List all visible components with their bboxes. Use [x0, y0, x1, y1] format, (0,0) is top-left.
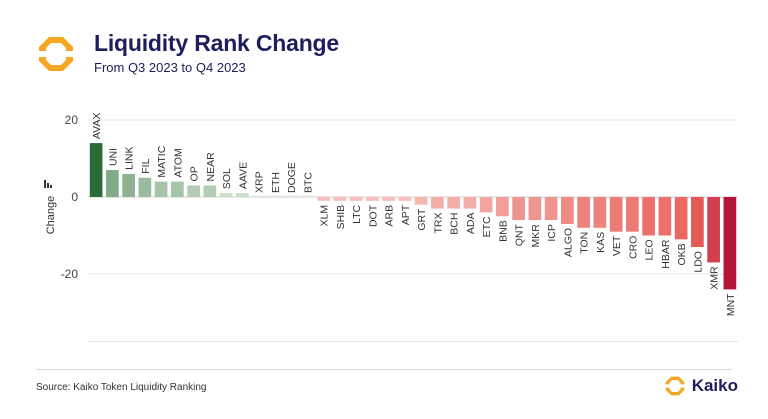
bar-atom: [171, 181, 184, 197]
category-label: ETC: [481, 216, 493, 237]
category-label: QNT: [514, 224, 526, 247]
category-label: XLM: [319, 205, 331, 227]
category-label: BNB: [497, 220, 509, 242]
bar-ada: [463, 197, 477, 209]
bar-hbar: [658, 197, 672, 236]
category-label: FIL: [140, 158, 152, 173]
category-label: TON: [579, 232, 591, 254]
y-tick-label: 0: [71, 190, 78, 204]
category-label: LDO: [692, 251, 704, 273]
bar-cro: [626, 197, 639, 232]
category-label: APT: [400, 204, 412, 225]
bar-mkr: [528, 197, 542, 221]
source-note: Source: Kaiko Token Liquidity Ranking: [36, 382, 207, 393]
category-label: TRX: [432, 213, 444, 234]
page-title: Liquidity Rank Change: [94, 30, 339, 56]
bar-eth: [268, 195, 282, 197]
category-label: MKR: [530, 224, 542, 248]
bar-xlm: [317, 197, 330, 201]
bar-ldo: [691, 197, 704, 248]
brand-logo: Kaiko: [664, 375, 738, 397]
category-label: DOT: [367, 204, 379, 227]
category-label: LINK: [124, 147, 136, 170]
category-label: MATIC: [156, 145, 168, 177]
category-label: LTC: [351, 204, 363, 223]
bar-dot: [366, 197, 379, 201]
category-label: SOL: [221, 168, 233, 189]
bar-etc: [479, 197, 493, 213]
bar-chart-icon: [44, 180, 52, 188]
bar-link: [122, 173, 135, 197]
category-label: HBAR: [660, 239, 672, 269]
bar-shib: [333, 197, 347, 201]
bar-trx: [431, 197, 444, 209]
category-label: XMR: [709, 266, 721, 290]
kaiko-brand-icon: [665, 376, 685, 396]
footer-divider: [36, 369, 732, 370]
category-label: DOGE: [286, 162, 298, 193]
bar-doge: [284, 195, 298, 197]
category-label: ALGO: [562, 228, 574, 257]
category-label: MNT: [725, 293, 737, 316]
bar-ltc: [349, 197, 363, 201]
category-label: NEAR: [205, 152, 217, 182]
bar-matic: [154, 181, 168, 197]
page-subtitle: From Q3 2023 to Q4 2023: [94, 60, 246, 75]
bar-algo: [561, 197, 574, 224]
y-tick-label: 20: [65, 113, 79, 127]
bar-op: [187, 185, 200, 197]
category-label: SHIB: [335, 205, 347, 230]
category-label: CRO: [627, 236, 639, 259]
bar-icp: [544, 197, 558, 221]
bar-aave: [236, 193, 249, 197]
bar-fil: [138, 177, 152, 197]
category-label: AAVE: [237, 162, 249, 189]
bar-arb: [382, 197, 395, 201]
bar-near: [203, 185, 217, 197]
bar-xrp: [252, 195, 265, 197]
category-label: OP: [189, 166, 201, 181]
category-label: AVAX: [91, 113, 103, 139]
category-label: UNI: [107, 148, 119, 166]
bar-ton: [577, 197, 590, 228]
brand-name: Kaiko: [691, 376, 738, 395]
bar-sol: [219, 193, 233, 197]
bar-okb: [674, 197, 688, 240]
category-label: ARB: [384, 205, 396, 227]
bar-mnt: [723, 197, 737, 290]
category-label: ATOM: [172, 148, 184, 177]
bar-apt: [398, 197, 412, 201]
category-label: OKB: [676, 243, 688, 265]
bar-leo: [642, 197, 655, 236]
bar-vet: [609, 197, 623, 232]
bar-chart: 20 0 -20 Change AVAX UNI LINK FIL MATIC ATOM OP NEA…: [44, 113, 738, 342]
bar-bch: [447, 197, 460, 209]
category-label: KAS: [595, 232, 607, 253]
category-label: GRT: [416, 208, 428, 231]
category-label: VET: [611, 235, 623, 256]
y-tick-label: -20: [61, 267, 79, 281]
category-label: LEO: [644, 240, 656, 261]
bar-grt: [414, 197, 428, 205]
y-axis-label: Change: [45, 196, 57, 235]
bar-kas: [593, 197, 607, 228]
category-label: ADA: [465, 213, 477, 235]
bar-qnt: [512, 197, 525, 221]
bar-btc: [301, 195, 314, 197]
category-label: XRP: [254, 171, 266, 193]
bar-xmr: [707, 197, 720, 263]
bar-bnb: [496, 197, 509, 217]
category-label: BTC: [302, 172, 314, 193]
bar-avax: [89, 143, 103, 197]
category-label: ICP: [546, 224, 558, 242]
kaiko-logo-icon: [39, 37, 73, 71]
category-label: BCH: [449, 213, 461, 235]
bar-uni: [106, 170, 119, 197]
category-label: ETH: [270, 172, 282, 193]
